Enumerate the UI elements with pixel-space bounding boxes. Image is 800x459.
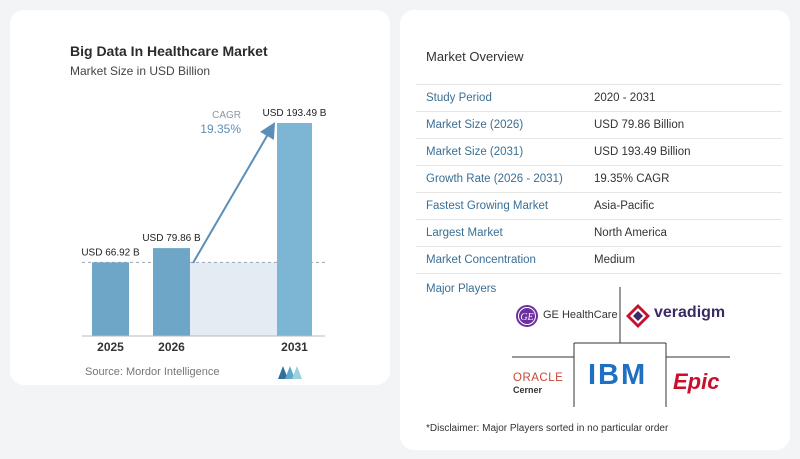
row-key: Study Period xyxy=(426,92,492,104)
overview-card xyxy=(400,10,790,450)
row-key: Market Size (2026) xyxy=(426,119,524,131)
ge-healthcare-name: GE HealthCare xyxy=(543,309,618,321)
overview-row-market-size-2031: Market Size (2031) USD 193.49 Billion xyxy=(416,138,782,165)
overview-row-study-period: Study Period 2020 - 2031 xyxy=(416,84,782,111)
bar-2026 xyxy=(153,248,190,336)
bar-value-label: USD 193.49 B xyxy=(263,108,327,119)
svg-text:GE: GE xyxy=(520,312,533,323)
overview-divider xyxy=(416,273,782,274)
disclaimer: *Disclaimer: Major Players sorted in no … xyxy=(426,423,669,434)
row-value: 19.35% CAGR xyxy=(594,173,670,185)
overview-row-market-size-2026: Market Size (2026) USD 79.86 Billion xyxy=(416,111,782,138)
overview-title: Market Overview xyxy=(426,49,524,64)
chart-title: Big Data In Healthcare Market xyxy=(70,43,268,59)
players-title: Major Players xyxy=(426,283,497,295)
cagr-value: 19.35% xyxy=(200,122,241,136)
row-value: USD 193.49 Billion xyxy=(594,146,691,158)
row-value: Medium xyxy=(594,254,635,266)
players-grid xyxy=(512,287,730,407)
bar-value-label: USD 79.86 B xyxy=(142,233,201,244)
overview-row-concentration: Market Concentration Medium xyxy=(416,246,782,273)
row-key: Market Size (2031) xyxy=(426,146,524,158)
veradigm-logo-icon xyxy=(626,304,650,328)
row-key: Growth Rate (2026 - 2031) xyxy=(426,173,563,185)
overview-row-fastest-growing: Fastest Growing Market Asia-Pacific xyxy=(416,192,782,219)
cagr-label: CAGR xyxy=(212,110,241,121)
row-value: USD 79.86 Billion xyxy=(594,119,685,131)
epic-name: Epic xyxy=(673,369,720,394)
bar-chart: USD 66.92 B 2025 USD 79.86 B 2026 USD 193.49… xyxy=(81,108,327,354)
row-key: Largest Market xyxy=(426,227,503,239)
growth-band xyxy=(190,262,277,336)
row-value: North America xyxy=(594,227,667,239)
bar-2025 xyxy=(92,262,129,336)
overview-row-growth-rate: Growth Rate (2026 - 2031) 19.35% CAGR xyxy=(416,165,782,192)
veradigm-name: veradigm xyxy=(654,304,726,321)
ge-healthcare-logo-icon: GE xyxy=(516,305,538,327)
bar-value-label: USD 66.92 B xyxy=(81,247,140,258)
oracle-name: ORACLE xyxy=(513,372,564,384)
source-note: Source: Mordor Intelligence xyxy=(85,366,220,378)
row-key: Fastest Growing Market xyxy=(426,200,549,212)
row-key: Market Concentration xyxy=(426,254,536,266)
x-tick-label: 2025 xyxy=(97,340,124,354)
ibm-text: IBM xyxy=(588,359,648,391)
mordor-logo-icon xyxy=(278,366,302,379)
row-value: Asia-Pacific xyxy=(594,200,655,212)
cagr-arrow xyxy=(192,122,276,264)
chart-subtitle: Market Size in USD Billion xyxy=(70,64,211,78)
bar-2031 xyxy=(277,123,312,336)
x-tick-label: 2031 xyxy=(281,340,308,354)
ibm-name: IBM xyxy=(588,359,656,391)
x-tick-label: 2026 xyxy=(158,340,185,354)
row-value: 2020 - 2031 xyxy=(594,92,656,104)
cerner-name: Cerner xyxy=(513,385,543,395)
overview-row-largest-market: Largest Market North America xyxy=(416,219,782,246)
